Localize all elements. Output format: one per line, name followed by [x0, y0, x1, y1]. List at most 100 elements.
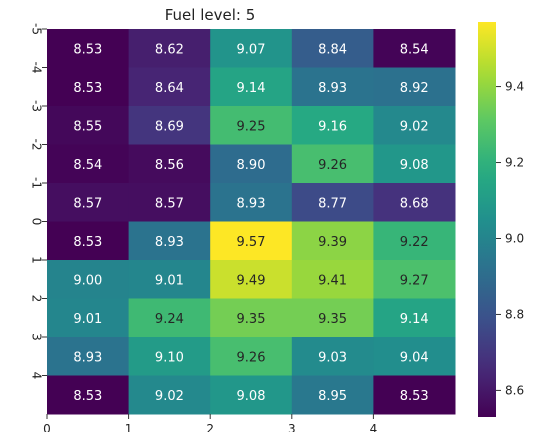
x-tick-label: 4 — [370, 422, 378, 432]
heatmap-cell — [291, 298, 374, 338]
colorbar: 8.6 8.8 9.0 9.2 9.4 — [478, 22, 524, 417]
cell-value-label: 8.53 — [73, 42, 102, 57]
cell-value-label: 8.54 — [73, 158, 102, 173]
heatmap-cell — [210, 67, 293, 107]
x-tick-label: 1 — [125, 422, 133, 432]
cell-value-label: 8.90 — [237, 158, 266, 173]
heatmap-cell — [47, 29, 130, 68]
cell-value-label: 9.22 — [400, 235, 429, 250]
cell-value-label: 9.14 — [400, 312, 429, 327]
cell-value-label: 9.25 — [237, 119, 266, 134]
cell-value-label: 8.54 — [400, 42, 429, 57]
cell-value-label: 9.04 — [400, 350, 429, 365]
y-tick-label: -3 — [30, 100, 44, 112]
heatmap-cell — [210, 183, 293, 222]
y-tick-label: -5 — [30, 23, 44, 35]
cell-value-label: 8.95 — [318, 389, 347, 404]
heatmap-cell — [128, 183, 211, 222]
heatmap-cell — [128, 106, 211, 145]
x-tick-label: 3 — [288, 422, 296, 432]
cell-value-label: 9.26 — [237, 350, 266, 365]
cell-value-label: 8.53 — [73, 81, 102, 96]
cell-value-label: 9.14 — [237, 81, 266, 96]
cell-value-label: 8.93 — [155, 235, 184, 250]
heatmap-cell — [210, 375, 293, 415]
heatmap-cell — [210, 221, 293, 261]
y-tick-label: 4 — [30, 372, 44, 380]
y-axis: -5 -4 -3 -2 -1 0 1 2 3 4 — [30, 23, 47, 380]
heatmap-cell — [128, 144, 211, 184]
cell-value-label: 8.62 — [155, 42, 184, 57]
cell-value-label: 9.35 — [318, 312, 347, 327]
cell-value-label: 8.53 — [73, 389, 102, 404]
cell-value-label: 8.68 — [400, 196, 429, 211]
cell-value-label: 9.01 — [73, 312, 102, 327]
heatmap-cell — [210, 337, 293, 376]
x-axis: 0 1 2 3 4 — [43, 414, 377, 432]
heatmap-cell — [373, 260, 456, 299]
heatmap-cell — [373, 221, 456, 261]
heatmap-cell — [373, 298, 456, 338]
colorbar-tick-label: 8.6 — [505, 383, 524, 397]
heatmap-cell — [210, 260, 293, 299]
y-tick-label: 0 — [30, 218, 44, 226]
heatmap-cell — [210, 106, 293, 145]
heatmap-cell — [373, 29, 456, 68]
heatmap-cell — [373, 106, 456, 145]
heatmap-cell — [373, 67, 456, 107]
cell-value-label: 8.53 — [400, 389, 429, 404]
heatmap-cell — [47, 298, 130, 338]
y-tick-label: -4 — [30, 62, 44, 74]
heatmap-cell — [47, 337, 130, 376]
colorbar-gradient — [478, 22, 496, 417]
cell-value-label: 8.93 — [73, 350, 102, 365]
heatmap-cell — [210, 298, 293, 338]
heatmap-cell — [47, 183, 130, 222]
cell-value-label: 8.92 — [400, 81, 429, 96]
cell-value-label: 9.39 — [318, 235, 347, 250]
cell-value-label: 9.57 — [237, 235, 266, 250]
heatmap-cell — [128, 67, 211, 107]
cell-value-label: 8.69 — [155, 119, 184, 134]
cell-value-label: 9.27 — [400, 273, 429, 288]
heatmap-cell — [373, 375, 456, 415]
heatmap-cell — [47, 260, 130, 299]
heatmap-cell — [47, 375, 130, 415]
cell-value-label: 8.56 — [155, 158, 184, 173]
heatmap-cell — [47, 106, 130, 145]
heatmap-cell — [291, 260, 374, 299]
cell-value-label: 8.93 — [237, 196, 266, 211]
heatmap-cell — [291, 106, 374, 145]
heatmap-cell — [128, 375, 211, 415]
heatmap-cell — [128, 298, 211, 338]
heatmap-cell — [128, 221, 211, 261]
heatmap-cell — [291, 221, 374, 261]
colorbar-tick-label: 8.8 — [505, 307, 524, 321]
cell-value-label: 9.49 — [237, 273, 266, 288]
colorbar-tick-label: 9.4 — [505, 80, 524, 94]
cell-value-label: 8.53 — [73, 235, 102, 250]
heatmap-cell — [373, 144, 456, 184]
colorbar-tick-label: 9.2 — [505, 156, 524, 170]
heatmap-cell — [291, 144, 374, 184]
cell-value-label: 8.64 — [155, 81, 184, 96]
heatmap-cell — [291, 337, 374, 376]
cell-value-label: 9.16 — [318, 119, 347, 134]
cell-value-label: 8.93 — [318, 81, 347, 96]
y-tick-label: 2 — [30, 295, 44, 303]
x-tick-label: 2 — [206, 422, 214, 432]
heatmap-cell — [291, 375, 374, 415]
cell-value-label: 9.02 — [400, 119, 429, 134]
heatmap-cell — [210, 29, 293, 68]
cell-value-label: 8.57 — [155, 196, 184, 211]
chart-title: Fuel level: 5 — [165, 6, 256, 24]
heatmap-cell — [291, 67, 374, 107]
y-tick-label: 1 — [30, 256, 44, 264]
heatmap-cell — [210, 144, 293, 184]
heatmap-cell — [128, 29, 211, 68]
heatmap-cell — [47, 144, 130, 184]
heatmap-cell — [47, 221, 130, 261]
heatmap-cell — [47, 67, 130, 107]
y-tick-label: -2 — [30, 139, 44, 151]
heatmap-cell — [373, 183, 456, 222]
